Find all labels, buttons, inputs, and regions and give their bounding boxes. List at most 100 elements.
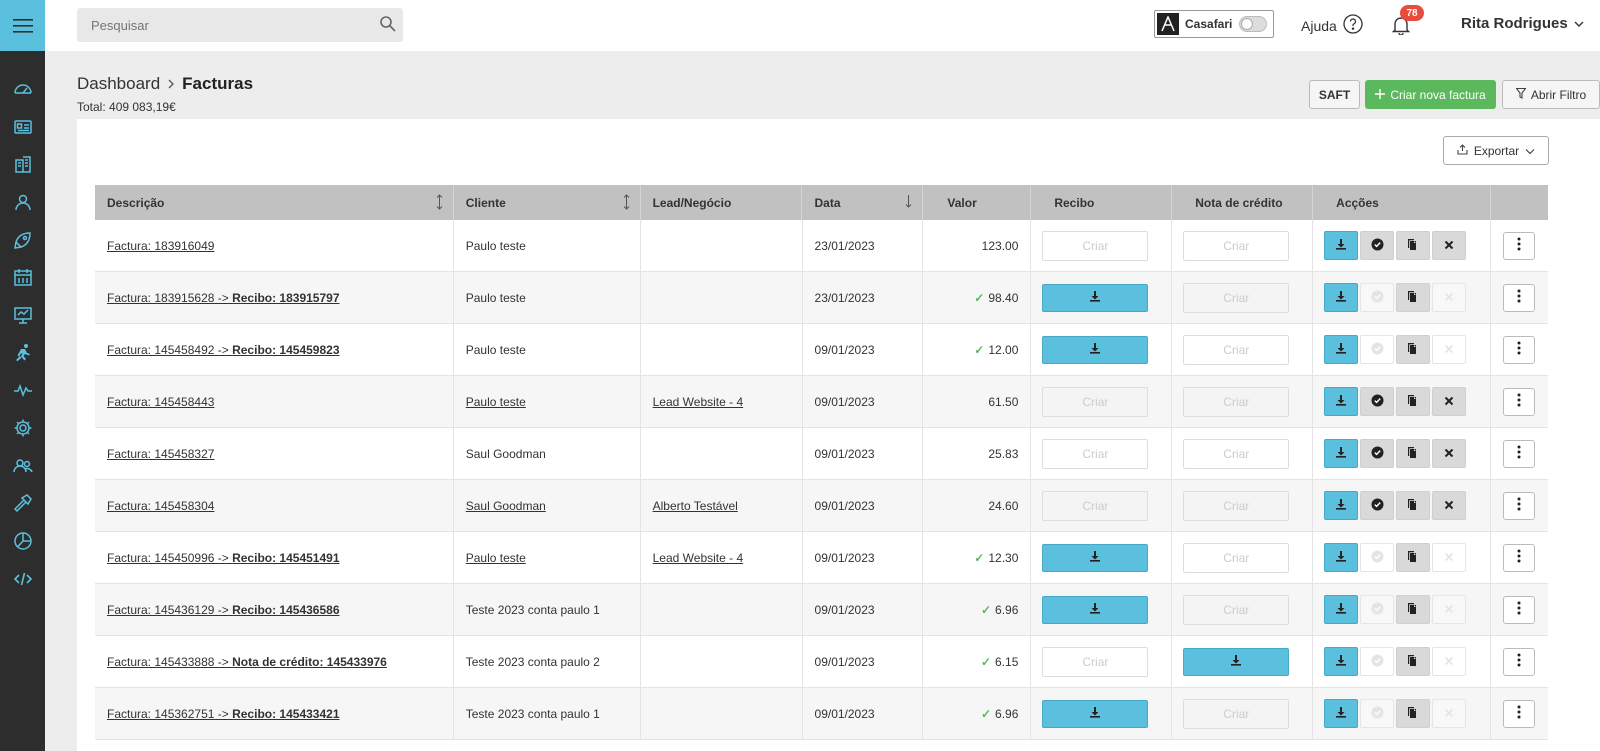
- menu-icon[interactable]: [0, 0, 45, 51]
- presentation-icon[interactable]: [0, 296, 45, 334]
- lead-link[interactable]: Lead Website - 4: [652, 394, 744, 409]
- client-link[interactable]: Saul Goodman: [465, 498, 546, 513]
- more-options-button[interactable]: [1503, 439, 1536, 468]
- invoice-link[interactable]: Factura: 183915628 -> Recibo: 183915797: [107, 291, 340, 305]
- download-pdf-button[interactable]: [1324, 387, 1359, 416]
- download-button[interactable]: [1042, 335, 1149, 364]
- column-label: Valor: [947, 195, 977, 210]
- more-options-button[interactable]: [1503, 543, 1536, 572]
- dashboard-icon[interactable]: [0, 70, 45, 108]
- more-options-button[interactable]: [1503, 595, 1536, 624]
- column-header-data[interactable]: Data: [802, 185, 924, 220]
- cell-date: 23/01/2023: [803, 220, 924, 271]
- duplicate-button[interactable]: [1396, 647, 1431, 676]
- invoices-card: Exportar Descrição Cliente Lead/Negócio …: [77, 119, 1600, 751]
- hammer-icon[interactable]: [0, 485, 45, 523]
- invoice-link[interactable]: Factura: 145458327: [107, 446, 215, 461]
- invoice-link[interactable]: Factura: 145458304: [107, 498, 215, 513]
- download-pdf-button[interactable]: [1324, 647, 1359, 676]
- help-link[interactable]: Ajuda: [1301, 14, 1363, 37]
- column-header-descricao[interactable]: Descrição: [95, 185, 454, 220]
- client-link[interactable]: Paulo teste: [465, 394, 526, 409]
- invoice-link[interactable]: Factura: 145433888 -> Nota de crédito: 1…: [107, 655, 387, 669]
- invoice-link[interactable]: Factura: 145458492 -> Recibo: 145459823: [107, 343, 340, 357]
- cancel-invoice-button[interactable]: [1432, 491, 1467, 520]
- duplicate-button[interactable]: [1396, 231, 1431, 260]
- cancel-invoice-button[interactable]: [1432, 231, 1467, 260]
- rocket-icon[interactable]: [0, 221, 45, 259]
- duplicate-button[interactable]: [1396, 439, 1431, 468]
- table-row: Factura: 145362751 -> Recibo: 145433421 …: [95, 688, 1548, 740]
- saft-button[interactable]: SAFT: [1309, 80, 1360, 109]
- casafari-toggle-box[interactable]: Casafari: [1154, 10, 1274, 38]
- row-actions: [1324, 699, 1467, 728]
- download-button[interactable]: [1042, 595, 1149, 624]
- search-icon[interactable]: [379, 15, 397, 38]
- gear-icon[interactable]: [0, 409, 45, 447]
- download-pdf-button[interactable]: [1324, 595, 1359, 624]
- more-options-button[interactable]: [1503, 647, 1536, 676]
- column-header-cliente[interactable]: Cliente: [454, 185, 641, 220]
- download-button[interactable]: [1042, 283, 1149, 312]
- activity-icon[interactable]: [0, 372, 45, 410]
- casafari-switch[interactable]: [1239, 16, 1267, 32]
- mark-paid-button[interactable]: [1360, 439, 1395, 468]
- download-pdf-button[interactable]: [1324, 699, 1359, 728]
- invoice-link[interactable]: Factura: 145450996 -> Recibo: 145451491: [107, 551, 340, 565]
- sort-icon[interactable]: [623, 194, 630, 213]
- download-pdf-button[interactable]: [1324, 491, 1359, 520]
- code-icon[interactable]: [0, 560, 45, 598]
- sort-desc-icon[interactable]: [905, 194, 912, 211]
- search-input[interactable]: [77, 8, 357, 42]
- cancel-invoice-button[interactable]: [1432, 439, 1467, 468]
- download-pdf-button[interactable]: [1324, 231, 1359, 260]
- contact-card-icon[interactable]: [0, 108, 45, 146]
- copy-icon: [1407, 706, 1419, 722]
- download-button[interactable]: [1042, 699, 1149, 728]
- mark-paid-button[interactable]: [1360, 231, 1395, 260]
- create-invoice-button[interactable]: Criar nova factura: [1365, 80, 1496, 109]
- duplicate-button[interactable]: [1396, 335, 1431, 364]
- user-icon[interactable]: [0, 183, 45, 221]
- download-pdf-button[interactable]: [1324, 543, 1359, 572]
- more-options-button[interactable]: [1503, 387, 1536, 416]
- more-options-button[interactable]: [1503, 699, 1536, 728]
- more-options-button[interactable]: [1503, 335, 1536, 364]
- more-options-button[interactable]: [1503, 491, 1536, 520]
- pie-chart-icon[interactable]: [0, 522, 45, 560]
- invoice-link[interactable]: Factura: 145362751 -> Recibo: 145433421: [107, 707, 340, 721]
- invoice-link[interactable]: Factura: 145458443: [107, 394, 215, 409]
- calendar-icon[interactable]: [0, 258, 45, 296]
- invoice-link[interactable]: Factura: 145436129 -> Recibo: 145436586: [107, 603, 340, 617]
- users-icon[interactable]: [0, 447, 45, 485]
- duplicate-button[interactable]: [1396, 491, 1431, 520]
- user-menu[interactable]: Rita Rodrigues: [1461, 15, 1584, 32]
- mark-paid-button[interactable]: [1360, 491, 1395, 520]
- cancel-invoice-button[interactable]: [1432, 387, 1467, 416]
- invoice-link[interactable]: Factura: 183916049: [107, 238, 215, 253]
- breadcrumb-dashboard[interactable]: Dashboard: [77, 74, 161, 93]
- download-button[interactable]: [1042, 543, 1149, 572]
- sort-icon[interactable]: [436, 194, 443, 213]
- lead-link[interactable]: Lead Website - 4: [652, 550, 744, 565]
- download-pdf-button[interactable]: [1324, 283, 1359, 312]
- duplicate-button[interactable]: [1396, 543, 1431, 572]
- download-pdf-button[interactable]: [1324, 335, 1359, 364]
- lead-link[interactable]: Alberto Testável: [652, 498, 738, 513]
- duplicate-button[interactable]: [1396, 283, 1431, 312]
- download-button[interactable]: [1183, 647, 1290, 676]
- mark-paid-button[interactable]: [1360, 387, 1395, 416]
- download-icon: [1335, 238, 1347, 253]
- more-options-button[interactable]: [1503, 283, 1536, 312]
- export-button[interactable]: Exportar: [1443, 136, 1549, 165]
- open-filter-button[interactable]: Abrir Filtro: [1502, 80, 1600, 109]
- more-options-button[interactable]: [1503, 231, 1536, 260]
- client-link[interactable]: Paulo teste: [465, 550, 526, 565]
- duplicate-button[interactable]: [1396, 387, 1431, 416]
- duplicate-button[interactable]: [1396, 595, 1431, 624]
- download-pdf-button[interactable]: [1324, 439, 1359, 468]
- buildings-icon[interactable]: [0, 145, 45, 183]
- running-icon[interactable]: [0, 334, 45, 372]
- column-label: Acções: [1336, 195, 1379, 210]
- duplicate-button[interactable]: [1396, 699, 1431, 728]
